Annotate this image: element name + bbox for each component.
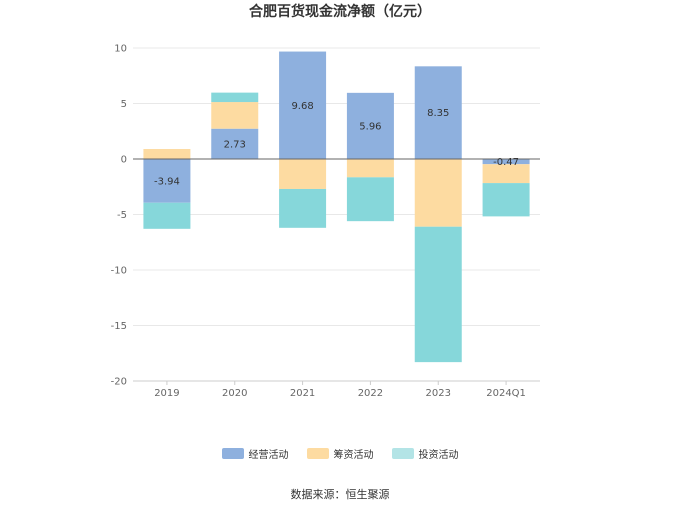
legend-swatch [306, 448, 329, 459]
bar-1 [279, 159, 327, 189]
data-label: 5.96 [359, 121, 381, 132]
x-tick-label: 2020 [222, 388, 247, 399]
data-source: 数据来源：恒生聚源 [290, 488, 390, 501]
legend-label: 筹资活动 [333, 450, 374, 461]
x-tick-label: 2022 [358, 388, 383, 399]
legend-swatch [391, 448, 414, 459]
bars [143, 51, 530, 363]
bar-1 [143, 149, 191, 159]
legend: 经营活动 筹资活动 投资活动 [0, 446, 680, 461]
data-label: 8.35 [427, 108, 449, 119]
x-tick-label: 2019 [154, 388, 179, 399]
x-tick-label: 2023 [426, 388, 451, 399]
legend-label: 经营活动 [248, 450, 289, 461]
bar-2 [482, 183, 530, 217]
y-tick-label: -20 [111, 377, 127, 388]
legend-item-financing[interactable]: 筹资活动 [306, 446, 374, 461]
cash-flow-chart: 合肥百货现金流净额（亿元） -3.94 2.73 9.68 5.96 8.35 -0.47… [111, 3, 540, 399]
y-axis-ticks: 10 5 0 -5 -10 -15 -20 [111, 44, 127, 388]
bar-2 [414, 226, 462, 363]
bar-0 [143, 159, 191, 203]
y-tick-label: -10 [111, 266, 127, 277]
bar-1 [482, 164, 530, 184]
bar-0 [279, 51, 327, 159]
grid-lines [133, 47, 540, 382]
bar-0 [346, 92, 394, 159]
legend-item-operating[interactable]: 经营活动 [221, 446, 289, 461]
chart-title: 合肥百货现金流净额（亿元） [249, 3, 431, 20]
bar-2 [211, 92, 259, 103]
data-label: 2.73 [224, 139, 246, 150]
bar-2 [279, 188, 327, 228]
bar-1 [414, 159, 462, 227]
y-tick-label: -15 [111, 321, 127, 332]
y-tick-label: 5 [121, 99, 127, 110]
legend-label: 投资活动 [418, 450, 459, 461]
y-tick-label: 10 [114, 44, 127, 55]
bar-0 [211, 128, 259, 159]
y-tick-label: 0 [121, 155, 127, 166]
data-label: -3.94 [154, 176, 180, 187]
legend-item-investing[interactable]: 投资活动 [391, 446, 459, 461]
data-labels: -3.94 2.73 9.68 5.96 8.35 -0.47 [154, 101, 519, 188]
bar-1 [346, 159, 394, 178]
bar-2 [346, 177, 394, 222]
data-label: -0.47 [493, 157, 519, 168]
bar-1 [211, 102, 259, 129]
x-axis-ticks: 2019 2020 2021 2022 2023 2024Q1 [154, 381, 526, 399]
zero-axis [133, 158, 540, 382]
bar-2 [143, 202, 191, 229]
legend-swatch [221, 448, 244, 459]
x-tick-label: 2021 [290, 388, 315, 399]
bar-0 [482, 159, 530, 165]
y-tick-label: -5 [117, 210, 127, 221]
data-label: 9.68 [291, 101, 313, 112]
bar-0 [414, 66, 462, 159]
x-tick-label: 2024Q1 [486, 388, 526, 399]
